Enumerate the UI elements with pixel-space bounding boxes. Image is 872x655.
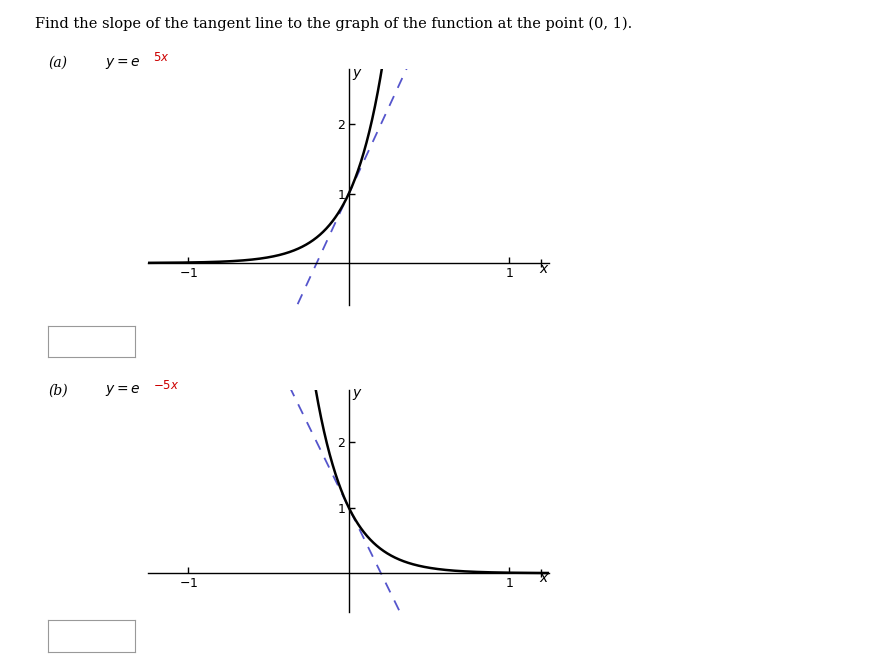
Text: $-5x$: $-5x$ (153, 379, 179, 392)
Text: $x$: $x$ (539, 261, 550, 276)
Text: $y$: $y$ (352, 67, 363, 82)
Text: $x$: $x$ (539, 571, 550, 586)
Text: (b): (b) (48, 383, 68, 397)
Text: $y = e$: $y = e$ (105, 56, 140, 71)
Text: Find the slope of the tangent line to the graph of the function at the point (0,: Find the slope of the tangent line to th… (35, 16, 632, 31)
Text: $5x$: $5x$ (153, 51, 169, 64)
Text: $y$: $y$ (352, 388, 363, 402)
Text: (a): (a) (48, 56, 67, 69)
Text: $y = e$: $y = e$ (105, 383, 140, 398)
